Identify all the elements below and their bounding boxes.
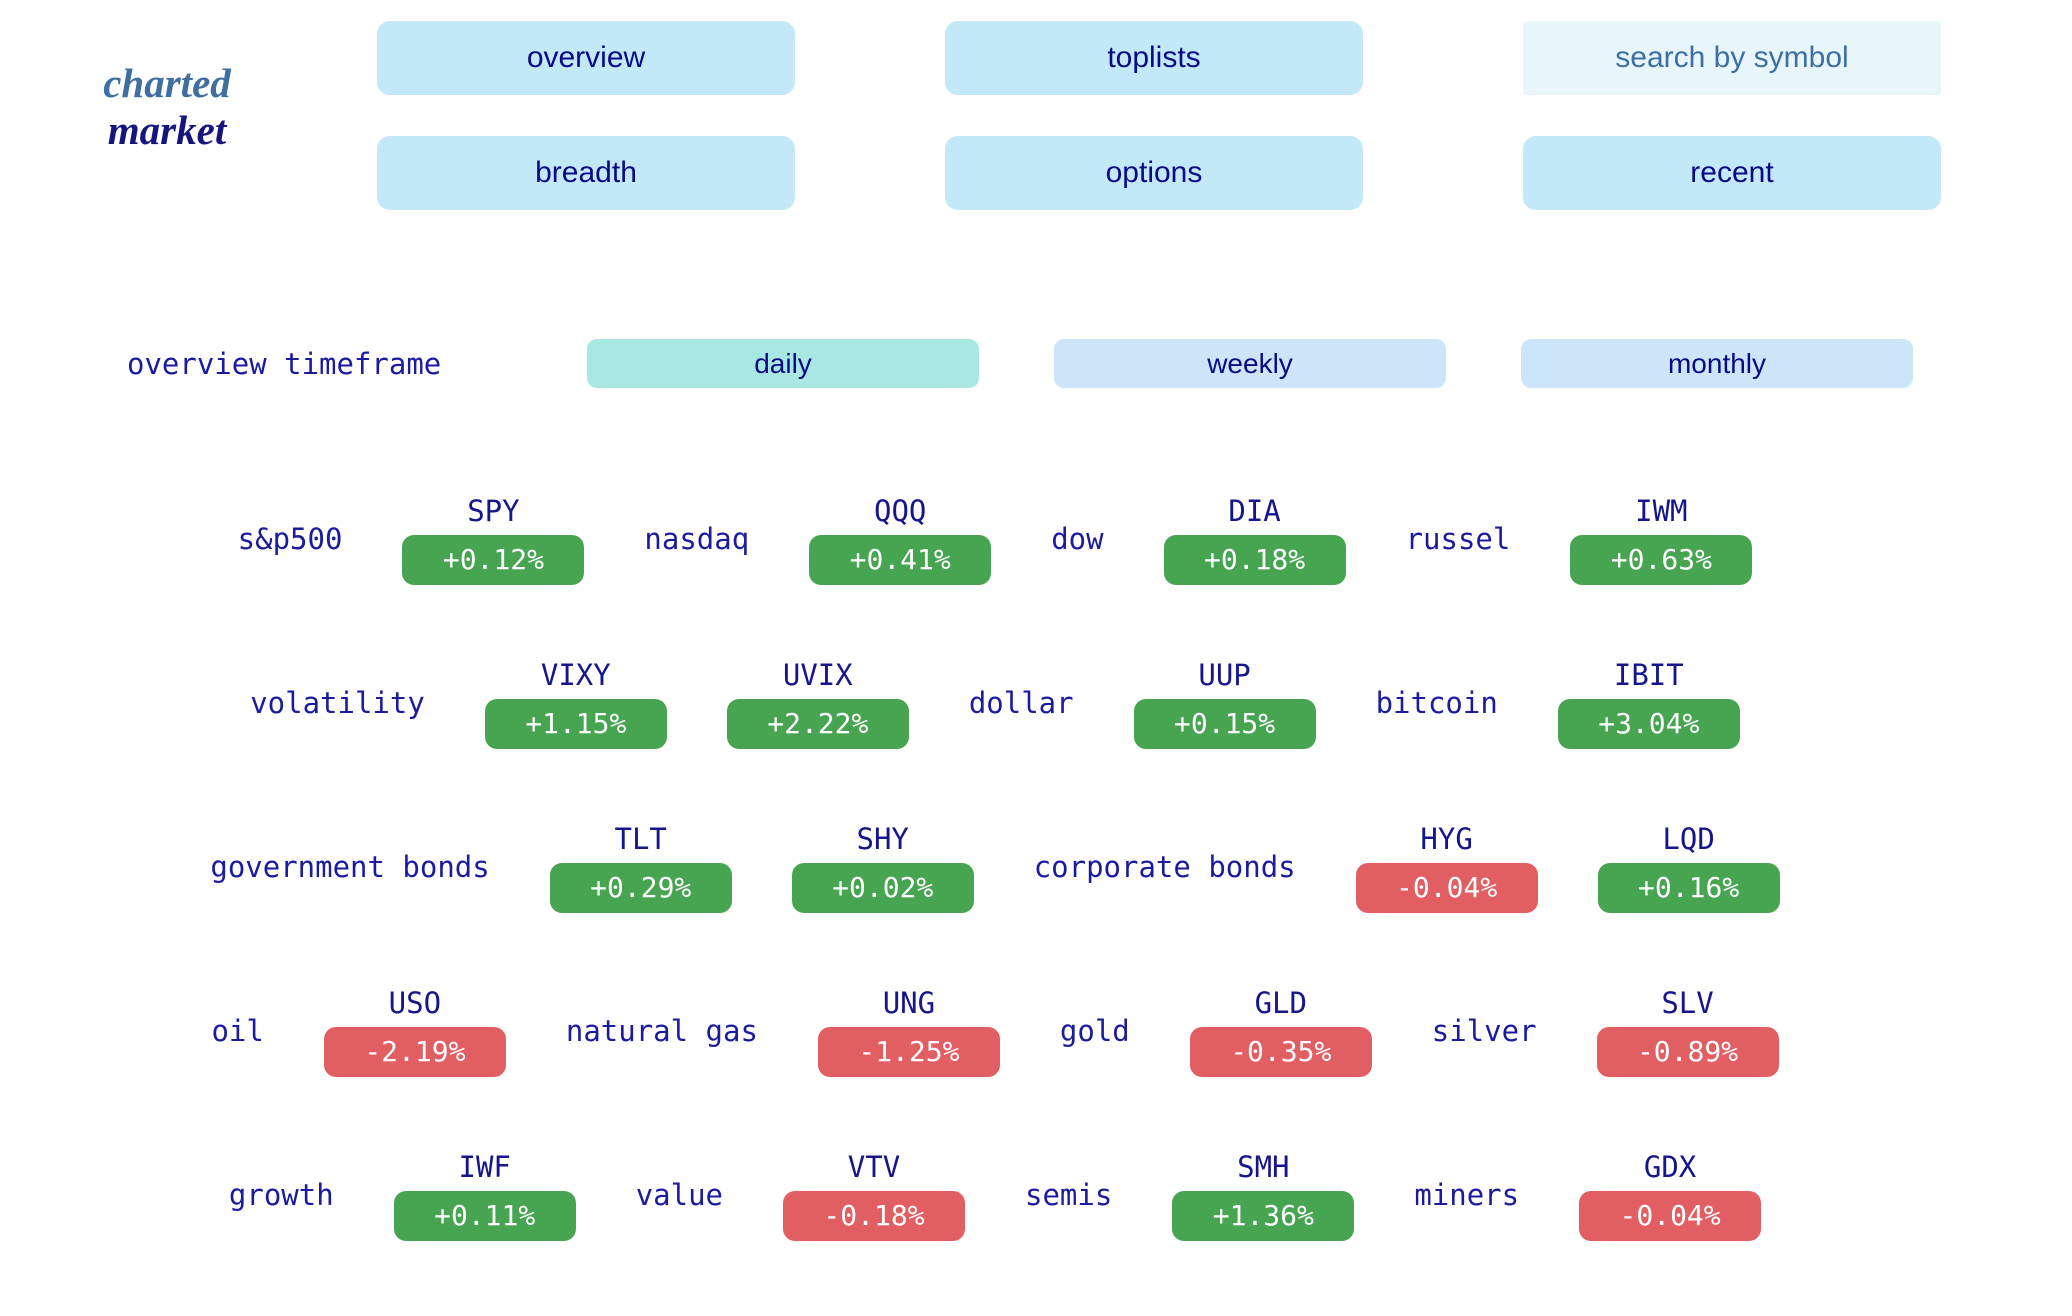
ticker-uso[interactable]: USO -2.19% xyxy=(323,985,506,1077)
brand-logo[interactable]: charted market xyxy=(92,60,242,154)
ticker-lqd[interactable]: LQD +0.16% xyxy=(1597,821,1780,913)
category-label: growth xyxy=(228,1178,334,1212)
market-row: oil USO -2.19% natural gas UNG -1.25% gold GLD -… xyxy=(0,949,1990,1113)
ticker-shy[interactable]: SHY +0.02% xyxy=(791,821,974,913)
category-label: corporate bonds xyxy=(1033,850,1296,884)
ticker-symbol: GDX xyxy=(1643,1149,1697,1184)
market-rows: s&p500 SPY +0.12% nasdaq QQQ +0.41% dow DIA +0.1… xyxy=(0,457,1990,1277)
market-row: growth IWF +0.11% value VTV -0.18% semis SMH +1.… xyxy=(0,1113,1990,1277)
change-badge: +1.36% xyxy=(1172,1190,1355,1241)
ticker-symbol: USO xyxy=(388,985,442,1020)
change-badge: +0.63% xyxy=(1570,534,1753,585)
change-badge: +0.41% xyxy=(809,534,992,585)
market-row: government bonds TLT +0.29% SHY +0.02% corpor… xyxy=(0,785,1990,949)
ticker-slv[interactable]: SLV -0.89% xyxy=(1596,985,1779,1077)
change-badge: -2.19% xyxy=(323,1026,506,1077)
change-badge: +0.16% xyxy=(1597,862,1780,913)
ticker-symbol: SHY xyxy=(856,821,909,856)
change-badge: -0.04% xyxy=(1355,862,1538,913)
nav-button-recent[interactable]: recent xyxy=(1523,136,1941,210)
nav-button-toplists[interactable]: toplists xyxy=(945,21,1363,95)
ticker-iwm[interactable]: IWM +0.63% xyxy=(1570,493,1753,585)
ticker-vtv[interactable]: VTV -0.18% xyxy=(783,1150,965,1241)
category-label: oil xyxy=(211,1014,264,1048)
category-label: volatility xyxy=(250,686,425,720)
ticker-symbol: UVIX xyxy=(782,657,853,692)
change-badge: +0.02% xyxy=(791,862,974,913)
category-label: russel xyxy=(1405,522,1511,556)
brand-line-1: charted xyxy=(103,60,231,106)
nav-button-breadth[interactable]: breadth xyxy=(377,136,795,210)
ticker-symbol: UUP xyxy=(1198,657,1251,692)
nav-button-options[interactable]: options xyxy=(945,136,1363,210)
market-row: s&p500 SPY +0.12% nasdaq QQQ +0.41% dow DIA +0.1… xyxy=(0,457,1990,621)
ticker-symbol: GLD xyxy=(1254,985,1307,1020)
ticker-ibit[interactable]: IBIT +3.04% xyxy=(1557,657,1740,749)
ticker-dia[interactable]: DIA +0.18% xyxy=(1163,493,1346,585)
search-by-symbol-input[interactable] xyxy=(1523,21,1941,95)
category-label: dow xyxy=(1051,522,1104,556)
change-badge: +2.22% xyxy=(726,698,909,749)
ticker-symbol: IBIT xyxy=(1613,657,1684,692)
ticker-smh[interactable]: SMH +1.36% xyxy=(1172,1149,1355,1241)
change-badge: +3.04% xyxy=(1557,698,1740,749)
ticker-symbol: HYG xyxy=(1420,821,1473,856)
change-badge: +0.11% xyxy=(393,1190,576,1241)
ticker-symbol: SPY xyxy=(467,493,520,528)
ticker-symbol: QQQ xyxy=(873,493,927,528)
change-badge: +1.15% xyxy=(484,698,667,749)
timeframe-monthly[interactable]: monthly xyxy=(1521,339,1913,388)
change-badge: +0.18% xyxy=(1163,534,1346,585)
ticker-iwf[interactable]: IWF +0.11% xyxy=(393,1149,576,1241)
change-badge: +0.15% xyxy=(1133,698,1316,749)
category-label: value xyxy=(635,1178,723,1212)
category-label: semis xyxy=(1025,1178,1113,1212)
category-label: bitcoin xyxy=(1375,686,1498,720)
category-label: dollar xyxy=(968,686,1074,720)
ticker-vixy[interactable]: VIXY +1.15% xyxy=(484,657,667,749)
category-label: natural gas xyxy=(565,1014,758,1048)
change-badge: +0.29% xyxy=(549,862,732,913)
ticker-tlt[interactable]: TLT +0.29% xyxy=(549,821,732,913)
ticker-symbol: IWF xyxy=(458,1149,511,1184)
category-label: government bonds xyxy=(210,850,490,884)
ticker-gld[interactable]: GLD -0.35% xyxy=(1189,985,1372,1077)
category-label: s&p500 xyxy=(237,522,343,556)
ticker-hyg[interactable]: HYG -0.04% xyxy=(1355,821,1538,913)
ticker-spy[interactable]: SPY +0.12% xyxy=(402,493,585,585)
timeframe-label: overview timeframe xyxy=(127,346,442,381)
brand-line-2: market xyxy=(107,107,227,153)
ticker-symbol: SLV xyxy=(1661,985,1714,1020)
change-badge: -0.18% xyxy=(783,1190,965,1241)
change-badge: -0.04% xyxy=(1579,1190,1762,1241)
ticker-gdx[interactable]: GDX -0.04% xyxy=(1579,1149,1762,1241)
ticker-qqq[interactable]: QQQ +0.41% xyxy=(809,493,992,585)
timeframe-daily[interactable]: daily xyxy=(587,339,979,388)
ticker-symbol: LQD xyxy=(1662,821,1715,856)
timeframe-weekly[interactable]: weekly xyxy=(1054,339,1446,388)
ticker-symbol: UNG xyxy=(882,985,936,1020)
ticker-symbol: DIA xyxy=(1228,493,1281,528)
ticker-symbol: VTV xyxy=(847,1149,901,1184)
ticker-ung[interactable]: UNG -1.25% xyxy=(817,985,1000,1077)
ticker-uup[interactable]: UUP +0.15% xyxy=(1133,657,1316,749)
change-badge: -0.89% xyxy=(1596,1026,1779,1077)
ticker-symbol: SMH xyxy=(1237,1149,1290,1184)
category-label: nasdaq xyxy=(644,522,750,556)
nav-button-overview[interactable]: overview xyxy=(377,21,795,95)
change-badge: -0.35% xyxy=(1189,1026,1372,1077)
change-badge: +0.12% xyxy=(402,534,585,585)
ticker-symbol: VIXY xyxy=(540,657,611,692)
category-label: silver xyxy=(1431,1014,1537,1048)
market-row: volatility VIXY +1.15% UVIX +2.22% dollar UUP +… xyxy=(0,621,1990,785)
ticker-symbol: IWM xyxy=(1635,493,1688,528)
ticker-uvix[interactable]: UVIX +2.22% xyxy=(726,657,909,749)
change-badge: -1.25% xyxy=(817,1026,1000,1077)
category-label: miners xyxy=(1414,1178,1520,1212)
category-label: gold xyxy=(1059,1014,1130,1048)
ticker-symbol: TLT xyxy=(614,821,667,856)
